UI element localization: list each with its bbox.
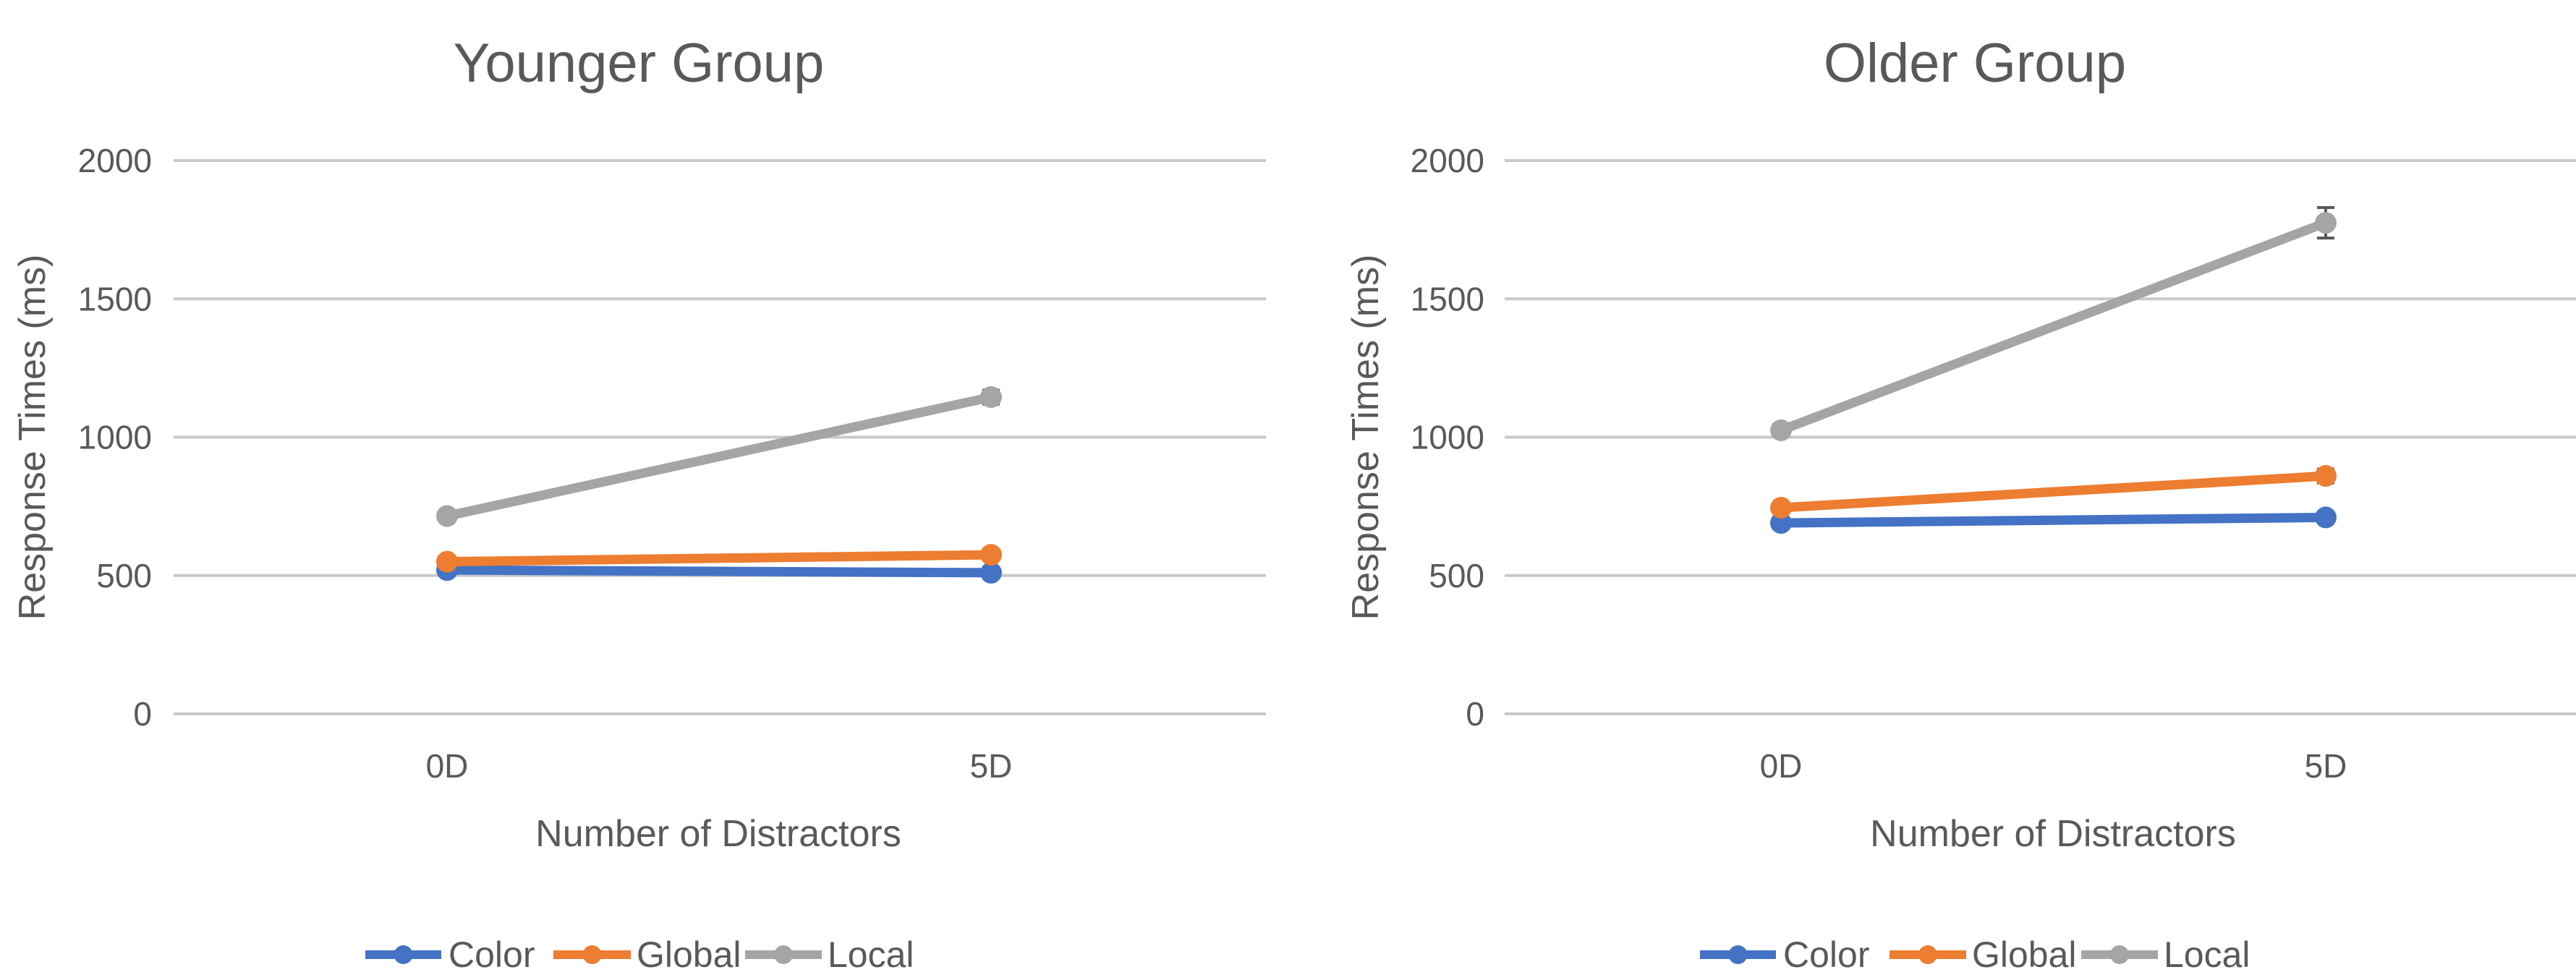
data-point — [436, 550, 458, 573]
legend-swatch-marker — [582, 945, 602, 964]
series-local — [436, 386, 1002, 527]
data-point — [980, 386, 1002, 409]
series-line — [1776, 471, 2331, 513]
x-axis-label: Number of Distractors — [535, 813, 901, 855]
x-tick-label: 5D — [2305, 747, 2347, 785]
y-axis-label: Response Times (ms) — [1345, 255, 1387, 621]
legend-item-local: Local — [745, 934, 914, 975]
y-tick-label: 1000 — [78, 419, 152, 456]
y-tick-label: 2000 — [1411, 142, 1484, 179]
legend-item-color: Color — [365, 934, 535, 975]
y-tick-label: 1500 — [78, 280, 152, 318]
y-tick-label: 1500 — [1411, 280, 1484, 318]
data-point — [1770, 497, 1792, 519]
y-tick-label: 2000 — [78, 142, 152, 179]
legend-item-local: Local — [2081, 934, 2250, 975]
legend-swatch-marker — [1728, 945, 1748, 964]
series-local — [1770, 206, 2337, 441]
legend-swatch-marker — [2110, 945, 2129, 964]
y-tick-label: 0 — [1466, 695, 1484, 733]
legend-item-global: Global — [553, 934, 741, 975]
data-point — [2315, 506, 2337, 529]
data-point — [2315, 212, 2337, 234]
y-tick-label: 500 — [1429, 557, 1484, 595]
chart-panel-1: Older Group 0 500 1000 1500 2000 Response Time… — [1345, 33, 2576, 975]
series-global — [1770, 465, 2337, 519]
chart-title: Older Group — [1824, 33, 2126, 94]
legend-label: Global — [1972, 934, 2077, 975]
y-tick-label: 1000 — [1411, 419, 1484, 456]
x-tick-label: 5D — [970, 747, 1013, 785]
data-point — [436, 505, 458, 527]
series-line — [1776, 512, 2331, 528]
data-point — [980, 544, 1002, 566]
series-global — [436, 544, 1002, 573]
legend: Color Global Local — [1700, 934, 2250, 975]
legend-item-color: Color — [1700, 934, 1869, 975]
legend-label: Local — [828, 934, 914, 975]
x-tick-label: 0D — [426, 747, 469, 785]
legend-label: Color — [1783, 934, 1869, 975]
series-line — [1776, 218, 2331, 435]
y-tick-label: 0 — [133, 695, 152, 733]
y-axis-label: Response Times (ms) — [12, 255, 54, 621]
x-tick-label: 0D — [1760, 747, 1803, 785]
chart-title: Younger Group — [454, 33, 825, 94]
legend-swatch-marker — [394, 945, 413, 964]
series-line — [442, 392, 996, 521]
legend-item-global: Global — [1890, 934, 2077, 975]
series-line — [442, 550, 996, 567]
legend: Color Global Local — [365, 934, 914, 975]
legend-label: Local — [2164, 934, 2250, 975]
chart-panel-0: Younger Group 0 500 1000 1500 2000 Response Ti… — [12, 33, 1266, 975]
series-color — [1770, 506, 2337, 534]
legend-swatch-marker — [1918, 945, 1937, 964]
data-point — [980, 561, 1002, 584]
legend-label: Color — [449, 934, 535, 975]
y-tick-label: 500 — [96, 557, 152, 595]
legend-label: Global — [637, 934, 741, 975]
data-point — [1770, 512, 1792, 534]
legend-swatch-marker — [774, 945, 793, 964]
data-point — [2315, 465, 2337, 487]
series-line — [442, 565, 996, 578]
data-point — [1770, 419, 1792, 441]
x-axis-label: Number of Distractors — [1870, 813, 2236, 855]
